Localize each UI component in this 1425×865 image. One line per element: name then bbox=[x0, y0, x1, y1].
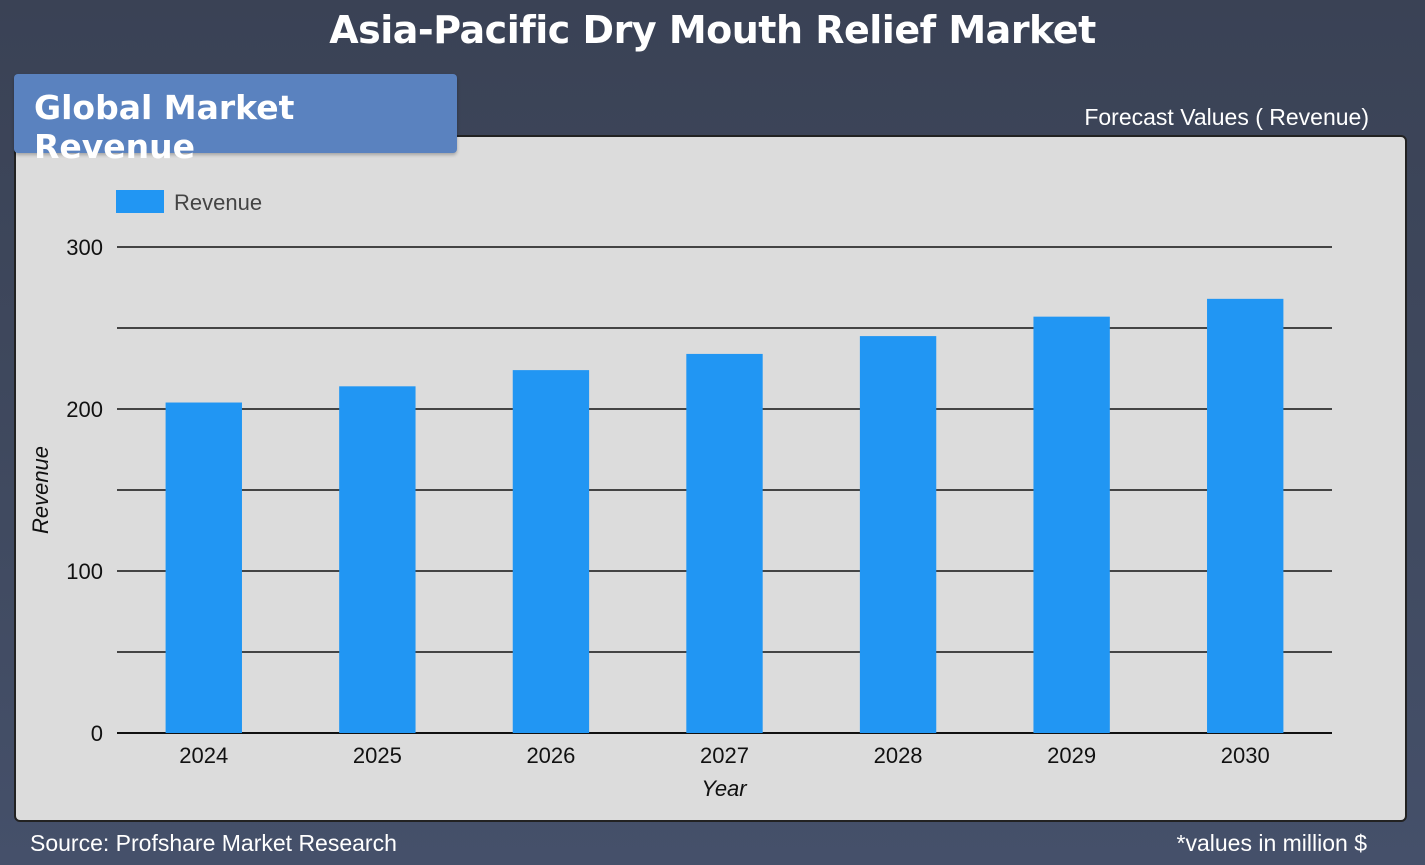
x-tick-labels: 2024 2025 2026 2027 2028 2029 2030 bbox=[179, 743, 1269, 768]
y-tick-label: 200 bbox=[66, 397, 103, 422]
forecast-label: Forecast Values ( Revenue) bbox=[1084, 104, 1369, 130]
bar bbox=[339, 386, 416, 733]
bar bbox=[512, 370, 590, 733]
x-tick-label: 2028 bbox=[874, 743, 923, 768]
page-title: Asia-Pacific Dry Mouth Relief Market bbox=[329, 8, 1096, 52]
y-axis-title: Revenue bbox=[28, 446, 53, 534]
bar bbox=[686, 353, 763, 733]
section-tab-label: Global Market Revenue bbox=[34, 88, 295, 166]
x-tick-label: 2027 bbox=[700, 743, 749, 768]
y-tick-label: 100 bbox=[66, 559, 103, 584]
x-tick-label: 2029 bbox=[1047, 743, 1096, 768]
legend-swatch bbox=[116, 190, 164, 213]
bar bbox=[1033, 316, 1110, 733]
bar bbox=[1207, 298, 1284, 733]
section-tab: Global Market Revenue bbox=[14, 74, 457, 166]
y-tick-labels: 0 100 200 300 bbox=[66, 235, 103, 746]
legend-label: Revenue bbox=[174, 190, 262, 215]
x-tick-label: 2026 bbox=[526, 743, 575, 768]
bar bbox=[165, 402, 242, 733]
y-tick-label: 300 bbox=[66, 235, 103, 260]
bars bbox=[165, 298, 1284, 733]
x-tick-label: 2024 bbox=[179, 743, 228, 768]
x-axis-title: Year bbox=[701, 776, 748, 801]
bar bbox=[859, 336, 937, 733]
x-tick-label: 2030 bbox=[1221, 743, 1270, 768]
x-tick-label: 2025 bbox=[353, 743, 402, 768]
y-tick-label: 0 bbox=[91, 721, 103, 746]
legend: Revenue bbox=[116, 190, 262, 215]
unit-note: *values in million $ bbox=[1176, 830, 1367, 856]
source-note: Source: Profshare Market Research bbox=[30, 830, 397, 856]
